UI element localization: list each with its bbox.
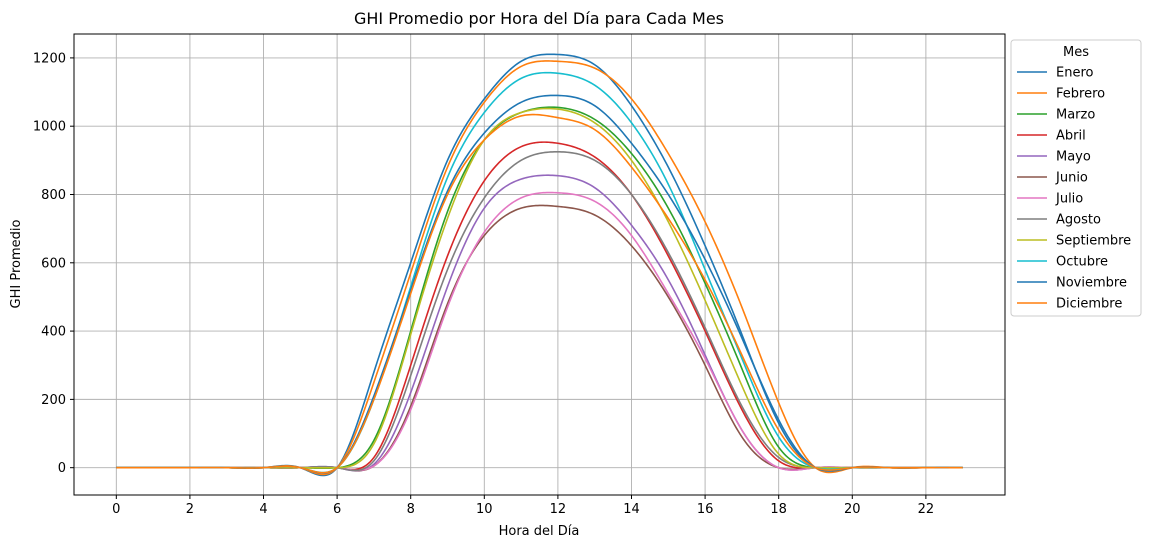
legend-label: Diciembre <box>1056 297 1122 312</box>
y-axis-ticks: 0 200 400 600 800 1000 1200 <box>33 51 74 476</box>
x-tick-label: 4 <box>259 502 267 517</box>
x-tick-label: 12 <box>550 502 567 517</box>
series-line-agosto <box>116 151 963 472</box>
legend-box <box>1010 39 1142 317</box>
legend: Mes Enero Febrero Marzo Abril Mayo Junio Julio… <box>1010 39 1142 317</box>
legend-label: Febrero <box>1056 87 1105 102</box>
y-tick-label: 400 <box>41 325 66 340</box>
series-line-abril <box>116 141 963 471</box>
x-tick-label: 18 <box>770 502 787 517</box>
x-tick-label: 14 <box>623 502 640 517</box>
series-line-octubre <box>116 71 963 474</box>
x-axis-ticks: 0 2 4 6 8 10 12 14 16 18 20 22 <box>112 495 934 517</box>
series-line-noviembre <box>116 94 963 474</box>
y-tick-label: 1000 <box>33 120 66 135</box>
chart-title: GHI Promedio por Hora del Día para Cada … <box>354 9 724 28</box>
legend-label: Enero <box>1056 66 1094 81</box>
series-line-mayo <box>116 174 963 472</box>
x-tick-label: 8 <box>407 502 415 517</box>
legend-label: Septiembre <box>1056 234 1131 249</box>
legend-label: Junio <box>1055 171 1088 186</box>
y-tick-label: 1200 <box>33 51 66 66</box>
y-tick-label: 0 <box>58 461 66 476</box>
x-tick-label: 22 <box>918 502 935 517</box>
x-tick-label: 6 <box>333 502 341 517</box>
x-tick-label: 2 <box>186 502 194 517</box>
plot-frame <box>73 33 1006 496</box>
series-line-junio <box>116 204 963 472</box>
x-tick-label: 0 <box>112 502 120 517</box>
x-tick-label: 20 <box>844 502 861 517</box>
legend-label: Mayo <box>1056 150 1091 165</box>
x-tick-label: 16 <box>697 502 714 517</box>
legend-title: Mes <box>1063 45 1089 60</box>
y-tick-label: 600 <box>41 256 66 271</box>
series-line-febrero <box>116 60 963 476</box>
y-axis-label: GHI Promedio <box>9 219 24 308</box>
series-line-marzo <box>116 106 963 470</box>
x-axis-label: Hora del Día <box>499 524 580 539</box>
legend-label: Marzo <box>1056 108 1095 123</box>
legend-label: Abril <box>1056 129 1086 144</box>
y-tick-label: 800 <box>41 188 66 203</box>
series-lines <box>116 53 963 477</box>
legend-items: Enero Febrero Marzo Abril Mayo Junio Julio Agos… <box>1017 66 1131 312</box>
y-tick-label: 200 <box>41 393 66 408</box>
series-line-septiembre <box>116 107 963 469</box>
grid <box>74 34 1005 495</box>
series-line-enero <box>116 53 963 477</box>
legend-label: Agosto <box>1056 213 1101 228</box>
x-tick-label: 10 <box>476 502 493 517</box>
series-line-diciembre <box>116 113 963 474</box>
legend-label: Noviembre <box>1056 276 1127 291</box>
legend-label: Octubre <box>1056 255 1108 270</box>
legend-label: Julio <box>1055 192 1083 207</box>
